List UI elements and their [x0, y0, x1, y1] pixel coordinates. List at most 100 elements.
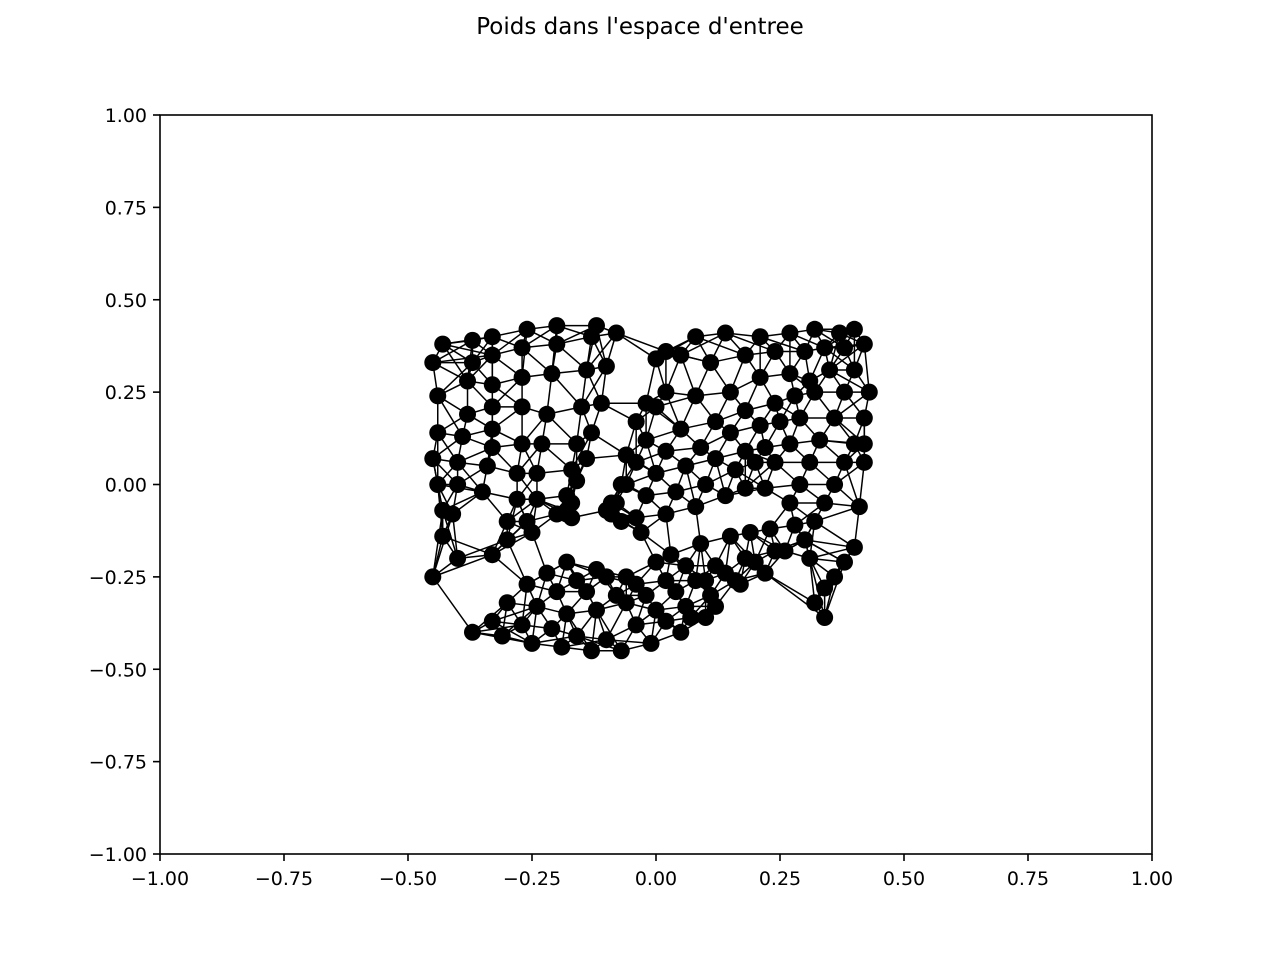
- data-point: [716, 487, 734, 505]
- data-point: [483, 398, 501, 416]
- y-tick-label: 1.00: [105, 105, 147, 127]
- data-point: [667, 483, 685, 501]
- data-point: [434, 335, 452, 353]
- data-point: [855, 435, 873, 453]
- data-point: [424, 354, 442, 372]
- data-point: [637, 431, 655, 449]
- data-point: [796, 342, 814, 360]
- data-point: [826, 476, 844, 493]
- y-tick-label: −0.50: [89, 659, 147, 681]
- data-point: [578, 583, 596, 601]
- data-point: [449, 453, 467, 471]
- data-point: [498, 594, 516, 612]
- data-point: [766, 342, 784, 360]
- data-point: [632, 524, 650, 542]
- data-point: [850, 498, 868, 516]
- data-point: [429, 387, 447, 405]
- data-point: [707, 413, 725, 431]
- data-point: [459, 372, 477, 390]
- data-point: [528, 597, 546, 615]
- data-point: [637, 487, 655, 505]
- data-point: [523, 524, 541, 542]
- data-point: [463, 354, 481, 372]
- x-tick-label: −0.75: [255, 868, 313, 890]
- data-point: [553, 638, 571, 656]
- data-point: [617, 476, 635, 493]
- y-tick-label: 0.75: [105, 197, 147, 219]
- data-point: [796, 531, 814, 549]
- data-point: [707, 557, 725, 575]
- data-point: [801, 453, 819, 471]
- data-point: [816, 339, 834, 357]
- data-point: [523, 634, 541, 652]
- data-point: [786, 516, 804, 534]
- data-point: [657, 442, 675, 460]
- data-point: [697, 476, 715, 493]
- data-point: [429, 476, 447, 493]
- mesh-edge: [823, 561, 846, 618]
- x-tick-label: 0.25: [759, 868, 801, 890]
- data-point: [791, 476, 809, 493]
- data-point: [736, 402, 754, 420]
- data-point: [583, 328, 601, 346]
- data-point: [548, 335, 566, 353]
- data-point: [845, 320, 863, 338]
- data-point: [781, 435, 799, 453]
- data-point: [835, 383, 853, 401]
- data-point: [513, 398, 531, 416]
- data-point: [568, 572, 586, 590]
- data-point: [756, 564, 774, 582]
- x-tick-label: −0.50: [379, 868, 437, 890]
- y-tick-label: 0.50: [105, 290, 147, 312]
- data-point: [617, 568, 635, 586]
- data-point: [721, 424, 739, 442]
- x-tick-label: 1.00: [1131, 868, 1173, 890]
- data-point: [751, 328, 769, 346]
- data-point: [692, 535, 710, 553]
- data-point: [563, 509, 581, 527]
- data-point: [647, 350, 665, 368]
- data-point: [587, 601, 605, 619]
- data-point: [483, 376, 501, 394]
- mesh-edge: [432, 354, 493, 364]
- x-tick-label: −0.25: [503, 868, 561, 890]
- data-point: [845, 538, 863, 556]
- y-tick-label: −0.75: [89, 752, 147, 774]
- data-point: [736, 479, 754, 497]
- y-axis: −1.00 −0.75 −0.50 −0.25 0.00 0.25 0.50 0.75 1.00: [89, 105, 160, 866]
- data-point: [483, 612, 501, 630]
- data-point: [424, 450, 442, 468]
- data-point: [578, 361, 596, 379]
- data-point: [766, 542, 784, 560]
- data-point: [667, 583, 685, 601]
- data-point: [478, 457, 496, 475]
- mesh-edge: [432, 554, 493, 578]
- data-point: [677, 597, 695, 615]
- mesh-edge: [442, 535, 493, 556]
- data-point: [463, 331, 481, 349]
- data-point: [835, 553, 853, 571]
- data-point: [677, 457, 695, 475]
- data-point: [806, 594, 824, 612]
- data-point: [558, 553, 576, 571]
- data-point: [766, 394, 784, 412]
- data-point: [687, 328, 705, 346]
- data-point: [518, 320, 536, 338]
- data-point: [513, 616, 531, 634]
- data-point: [647, 398, 665, 416]
- data-point: [473, 483, 491, 501]
- data-point: [756, 479, 774, 497]
- mesh-edge: [432, 576, 474, 633]
- data-point: [657, 572, 675, 590]
- data-point: [716, 324, 734, 342]
- data-point: [513, 435, 531, 453]
- data-point: [801, 549, 819, 567]
- data-point: [607, 324, 625, 342]
- data-point: [726, 461, 744, 479]
- data-point: [806, 512, 824, 530]
- data-point: [826, 409, 844, 427]
- data-point: [513, 368, 531, 386]
- data-point: [627, 509, 645, 527]
- data-point: [429, 424, 447, 442]
- data-point: [702, 354, 720, 372]
